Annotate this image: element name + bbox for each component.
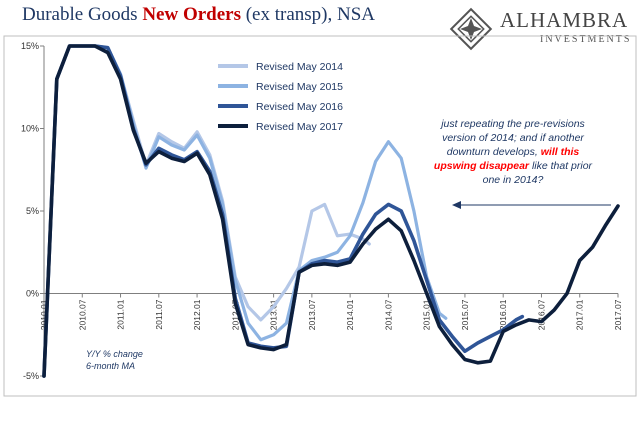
title-part-3: (ex transp), NSA [240,4,376,25]
x-tick-label: 2013.07 [307,299,317,330]
legend-label: Revised May 2017 [256,121,343,133]
x-tick-label: 2011.07 [154,299,164,329]
x-tick-label: 2012.07 [230,299,240,330]
logo-emblem-icon [449,7,493,51]
x-tick-label: 2010.07 [77,299,87,330]
annotation-emphasis: will this upswing disappear [433,146,580,172]
chart-title: Durable Goods New Orders (ex transp), NS… [22,4,375,26]
y-axis-note-line1: Y/Y % change [86,349,143,359]
y-tick-label: 10% [21,124,39,134]
y-tick-label: -5% [23,371,39,381]
chart-border [3,35,637,397]
title-highlight: New Orders [142,4,241,25]
annotation-part-3: like that prior one in 2014? [482,160,593,186]
x-tick-label: 2010.01 [39,299,49,330]
x-tick-label: 2016.01 [498,299,508,330]
annotation-part-1: just repeating the pre-revisions version… [441,118,585,158]
y-axis-note: Y/Y % change 6-month MA [86,348,143,372]
x-tick-label: 2017.07 [613,299,623,330]
y-tick-label: 15% [21,41,39,51]
legend-label: Revised May 2015 [256,81,343,93]
legend-label: Revised May 2014 [256,61,343,73]
logo-brand-text: ALHAMBRA [500,8,629,32]
series-line-s2017 [42,44,620,378]
title-part-1: Durable Goods [22,4,143,25]
annotation-text: just repeating the pre-revisions version… [428,117,598,187]
series-line-s2014 [42,44,371,378]
y-axis-note-line2: 6-month MA [86,361,136,371]
x-tick-label: 2016.07 [536,299,546,330]
x-tick-label: 2015.01 [422,299,432,330]
alhambra-logo: ALHAMBRA INVESTMENTS [448,6,638,52]
legend-label: Revised May 2016 [256,101,343,113]
y-tick-label: 0% [26,289,39,299]
x-tick-label: 2012.01 [192,299,202,330]
x-tick-label: 2015.07 [460,299,470,330]
logo-sub-text: INVESTMENTS [540,34,632,45]
x-tick-label: 2011.01 [116,299,126,329]
x-tick-label: 2014.01 [345,299,355,330]
x-tick-label: 2017.01 [575,299,585,330]
x-tick-label: 2013.01 [269,299,279,330]
y-tick-label: 5% [26,206,39,216]
x-tick-label: 2014.07 [383,299,393,330]
annotation-arrowhead-icon [452,201,461,209]
